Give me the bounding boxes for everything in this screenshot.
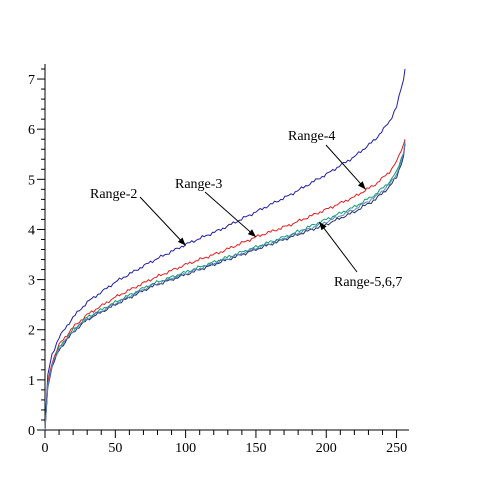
y-tick-label: 5 [28, 173, 35, 188]
series-layer [44, 68, 406, 431]
y-tick-label: 4 [28, 223, 35, 238]
y-tick-label: 2 [28, 324, 35, 339]
x-tick-label: 100 [175, 441, 196, 456]
y-tick-label: 0 [28, 424, 35, 439]
y-tick-label: 1 [28, 374, 35, 389]
annotation-arrow [204, 191, 257, 238]
y-tick-label: 3 [28, 274, 35, 289]
axes: 0 50 100 150 200 250 0 1 2 3 4 5 6 7 [28, 64, 409, 456]
annotation-layer: Range-2 Range-3 Range-4 Range-5,6,7 [90, 129, 402, 290]
x-tick-label: 200 [316, 441, 337, 456]
annotation-arrow [139, 196, 186, 246]
x-tick-label: 0 [42, 441, 49, 456]
x-tick-label: 150 [245, 441, 266, 456]
annotation-arrow [325, 144, 366, 190]
x-tick-label: 250 [386, 441, 407, 456]
series-line-5 [44, 143, 406, 431]
y-tick-label: 6 [28, 123, 35, 138]
arrowhead [319, 221, 327, 231]
series-line-1 [44, 68, 406, 431]
annotation-label: Range-3 [175, 177, 222, 192]
arrowhead [357, 181, 366, 190]
series-line-2 [44, 139, 406, 431]
annotation-label: Range-5,6,7 [334, 275, 402, 290]
annotation-label: Range-2 [90, 187, 137, 202]
arrowhead [247, 229, 256, 237]
annotation-label: Range-4 [288, 129, 335, 144]
x-tick-label: 50 [108, 441, 122, 456]
y-tick-label: 7 [28, 73, 35, 88]
annotation-arrow [318, 221, 358, 273]
series-line-4 [44, 144, 406, 431]
arrowhead [177, 237, 186, 246]
